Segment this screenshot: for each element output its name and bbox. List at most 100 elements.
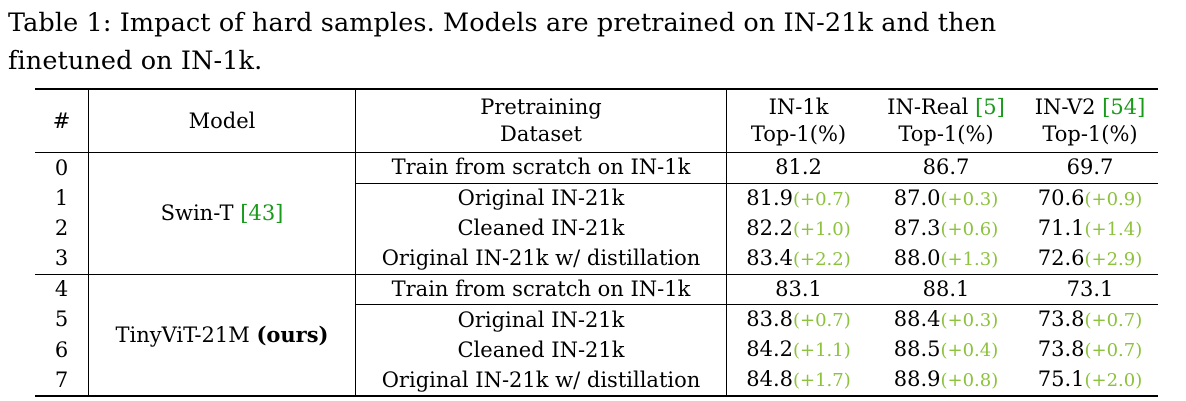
delta: (+0.6) <box>940 218 999 240</box>
dataset-text: Original IN-21k <box>457 186 625 210</box>
ours-label: (ours) <box>256 321 329 347</box>
inreal-cell: 88.9(+0.8) <box>870 365 1022 397</box>
inv2-cell: 71.1(+1.4) <box>1022 214 1158 244</box>
value: 82.2 <box>746 215 793 240</box>
row-number: 2 <box>35 213 89 244</box>
dataset-cell: Cleaned IN-21k <box>355 213 727 244</box>
row-number: 6 <box>35 335 89 365</box>
dataset-cell: Cleaned IN-21k <box>355 335 727 365</box>
delta: (+1.7) <box>793 370 851 391</box>
inv2-cell: 75.1(+2.0) <box>1022 365 1158 397</box>
table-row: 4 TinyViT-21M (ours) Train from scratch on… <box>35 274 1158 397</box>
inv2-cell: 73.1 <box>1022 274 1158 305</box>
inv2-cell: 70.6(+0.9) <box>1022 183 1158 214</box>
table-row: 3 Original IN-21k w/ distillation 83.4(+2.… <box>35 243 1158 275</box>
citation-link[interactable]: [5] <box>975 95 1005 119</box>
model-cell: TinyViT-21M (ours) <box>88 274 356 397</box>
model-cell: Swin-T [43] <box>88 152 356 275</box>
dataset-text: Cleaned IN-21k <box>457 216 625 240</box>
row-number-text: 2 <box>54 216 69 240</box>
row-number: 3 <box>35 243 89 275</box>
inv2-cell: 72.6(+2.9) <box>1022 243 1158 275</box>
dataset-text: Original IN-21k <box>457 307 625 332</box>
row-number-text: 0 <box>54 155 69 180</box>
table-row: 1 Original IN-21k 81.9(+0.7) 87.0(+0.3) 70.6… <box>35 183 1158 214</box>
value: 83.8 <box>746 307 793 331</box>
header-inreal: IN-Real [5] Top-1(%) <box>887 95 1005 146</box>
header-num: # <box>35 89 89 153</box>
table-row: 5 Original IN-21k 83.8(+0.7) 88.4(+0.3) 73.8… <box>35 304 1158 336</box>
delta: (+0.3) <box>940 310 999 331</box>
value: 70.6 <box>1037 185 1085 210</box>
value: 84.2 <box>746 337 793 361</box>
model-name: TinyViT-21M <box>115 322 250 347</box>
value: 73.8 <box>1037 337 1085 361</box>
value: 88.5 <box>893 337 941 361</box>
value: 81.9 <box>746 185 793 210</box>
table-row: 7 Original IN-21k w/ distillation 84.8(+1.… <box>35 365 1158 397</box>
value: 84.8 <box>746 367 793 391</box>
value: 73.8 <box>1037 307 1085 331</box>
header-pretraining: Pretraining Dataset <box>355 89 727 153</box>
in1k-cell: 82.2(+1.0) <box>727 214 871 244</box>
value: 69.7 <box>1066 155 1114 180</box>
dataset-text: Train from scratch on IN-1k <box>391 276 691 301</box>
value: 88.1 <box>922 276 970 301</box>
row-number: 1 <box>35 183 89 214</box>
table-caption: Table 1: Impact of hard samples. Models … <box>8 4 1183 80</box>
delta: (+1.0) <box>793 218 851 240</box>
value: 83.1 <box>775 276 822 301</box>
citation-link[interactable]: [54] <box>1102 95 1146 119</box>
in1k-cell: 84.8(+1.7) <box>726 365 870 397</box>
caption-line-2: finetuned on IN-1k. <box>8 46 263 76</box>
inreal-cell: 88.5(+0.4) <box>870 335 1022 365</box>
delta: (+0.7) <box>793 310 851 331</box>
delta: (+0.3) <box>940 188 999 210</box>
inreal-cell: 88.4(+0.3) <box>870 305 1022 336</box>
in1k-cell: 83.4(+2.2) <box>726 243 870 275</box>
row-number: 7 <box>35 365 89 397</box>
value: 75.1 <box>1037 367 1085 391</box>
inreal-cell: 88.1 <box>870 274 1022 305</box>
row-number: 4 <box>35 274 89 305</box>
value: 71.1 <box>1037 215 1085 240</box>
dataset-text: Original IN-21k w/ distillation <box>381 246 701 270</box>
inreal-cell: 87.3(+0.6) <box>870 214 1022 244</box>
header-row: # Model Pretraining Dataset IN-1k Top-1(%)… <box>35 89 1158 153</box>
dataset-text: Train from scratch on IN-1k <box>391 155 691 180</box>
row-number: 0 <box>35 152 89 183</box>
citation-link[interactable]: [43] <box>240 200 284 225</box>
row-number-text: 6 <box>54 337 69 362</box>
inv2-cell: 73.8(+0.7) <box>1022 305 1158 336</box>
delta: (+1.1) <box>793 340 851 361</box>
value: 86.7 <box>922 155 970 180</box>
row-number-text: 5 <box>54 307 69 332</box>
row-number: 5 <box>35 304 89 335</box>
value: 87.0 <box>893 185 941 210</box>
dataset-cell: Original IN-21k <box>355 183 727 214</box>
value: 83.4 <box>746 245 793 270</box>
in1k-cell: 83.1 <box>726 274 870 305</box>
value: 87.3 <box>893 215 941 240</box>
dataset-text: Cleaned IN-21k <box>457 337 625 362</box>
value: 73.1 <box>1066 276 1114 301</box>
table-row: 6 Cleaned IN-21k 84.2(+1.1) 88.5(+0.4) 73.8(… <box>35 335 1158 365</box>
in1k-cell: 81.9(+0.7) <box>727 183 871 214</box>
delta: (+0.7) <box>1084 340 1143 361</box>
header-model: Model <box>88 89 356 153</box>
dataset-cell: Original IN-21k w/ distillation <box>355 365 727 397</box>
dataset-cell: Train from scratch on IN-1k <box>355 274 727 305</box>
dataset-cell: Original IN-21k <box>355 304 727 335</box>
value: 72.6 <box>1037 245 1085 270</box>
dataset-cell: Train from scratch on IN-1k <box>355 152 727 184</box>
value: 81.2 <box>775 155 822 180</box>
value: 88.9 <box>893 367 941 391</box>
delta: (+0.8) <box>940 370 999 391</box>
delta: (+2.0) <box>1084 370 1143 391</box>
inreal-cell: 88.0(+1.3) <box>870 243 1022 275</box>
delta: (+1.4) <box>1084 218 1143 240</box>
value: 88.4 <box>893 307 941 331</box>
model-name: Swin-T <box>160 200 234 225</box>
delta: (+0.4) <box>940 340 999 361</box>
row-number-text: 3 <box>54 246 69 270</box>
